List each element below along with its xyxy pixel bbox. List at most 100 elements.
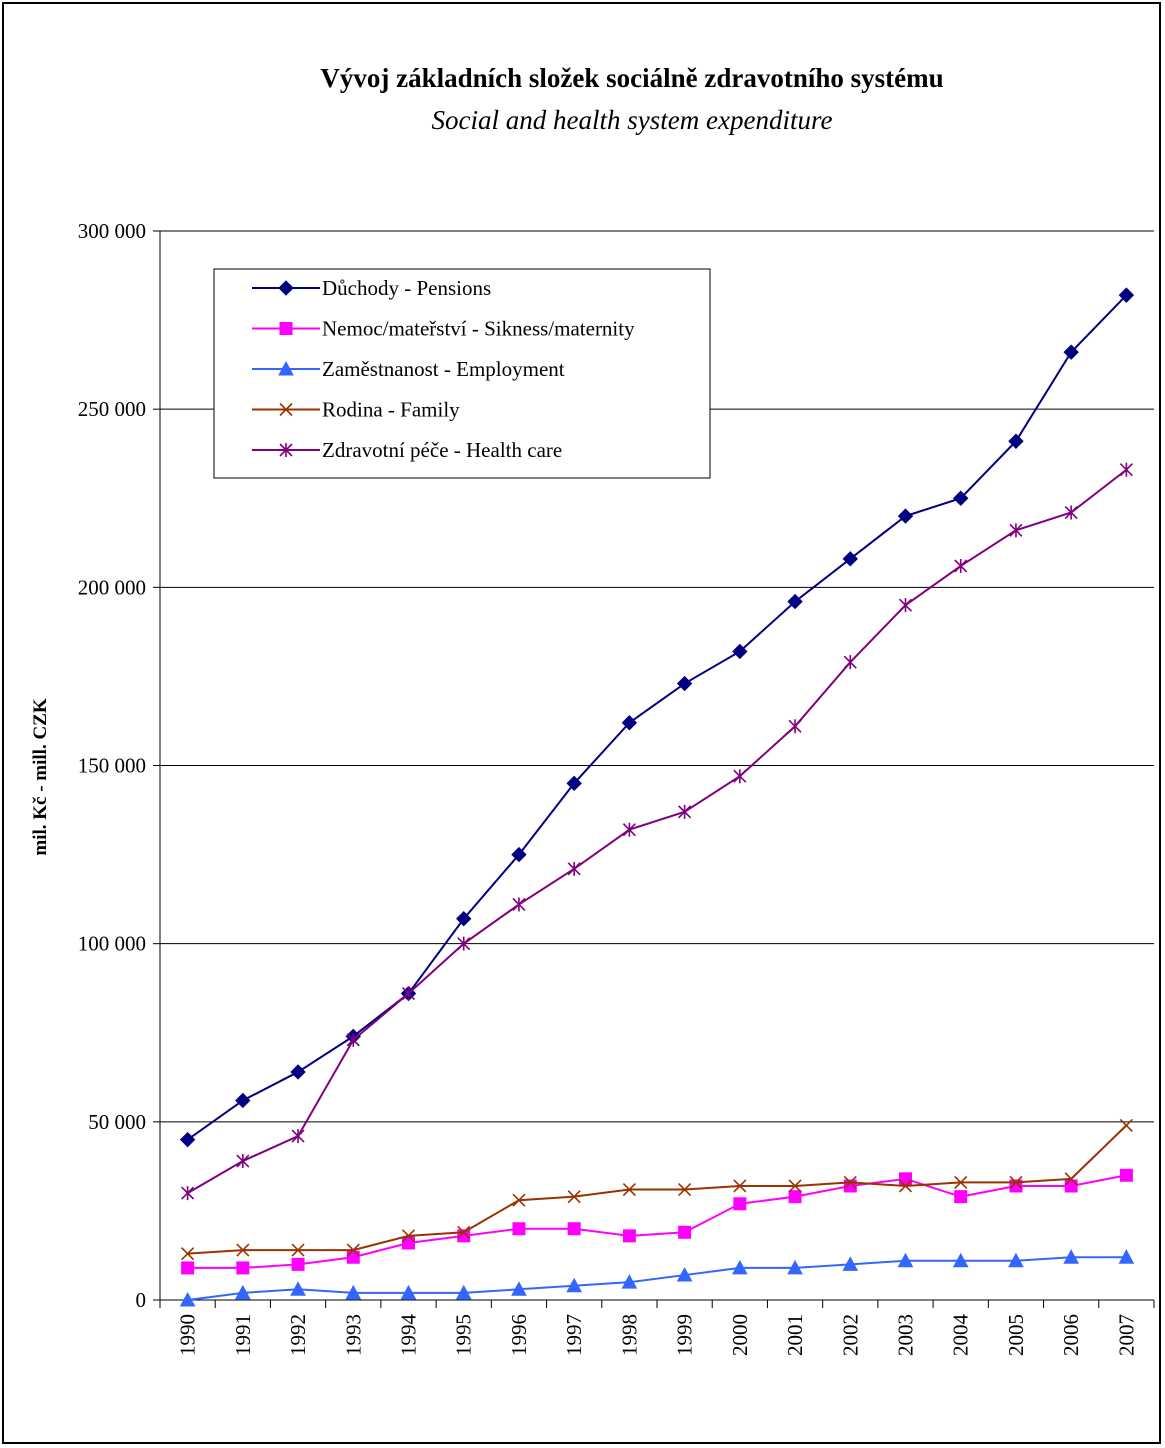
x-tick-label: 1994: [397, 1314, 421, 1357]
data-point: [346, 1032, 360, 1047]
data-point: [567, 1222, 581, 1236]
data-point: [954, 1175, 968, 1189]
data-point: [678, 1225, 692, 1239]
y-tick-label: 50 000: [88, 1110, 146, 1134]
data-point: [236, 1261, 250, 1275]
data-point: [1118, 287, 1135, 303]
data-point: [400, 1284, 417, 1300]
legend-item: Nemoc/mateřství - Sikness/maternity: [252, 317, 635, 341]
data-point: [1064, 1179, 1078, 1193]
data-point: [1119, 1118, 1133, 1132]
x-tick-label: 1998: [617, 1314, 641, 1356]
data-point: [621, 715, 638, 731]
legend-swatch-marker: [279, 443, 293, 457]
data-point: [1008, 1252, 1024, 1268]
data-point: [402, 1236, 415, 1250]
data-point: [787, 593, 803, 610]
data-point: [401, 986, 416, 1001]
data-point: [567, 1190, 581, 1204]
x-tick-label: 1992: [286, 1314, 310, 1356]
data-point: [179, 1291, 196, 1307]
x-tick-label: 1991: [231, 1314, 255, 1356]
series-group: [179, 287, 1135, 1307]
legend-label: Zdravotní péče - Health care: [322, 438, 562, 462]
data-point: [511, 846, 527, 863]
data-point: [1009, 1175, 1023, 1189]
y-tick-label: 0: [136, 1288, 147, 1312]
series-line: [187, 294, 1128, 1141]
x-tick-label: 2002: [838, 1314, 862, 1356]
chart-subtitle: Social and health system expenditure: [432, 105, 833, 135]
data-point: [181, 1247, 195, 1261]
data-point: [788, 1190, 802, 1204]
x-tick-label: 2005: [1004, 1314, 1028, 1356]
data-point: [511, 1281, 527, 1296]
y-tick-label: 100 000: [78, 932, 146, 956]
data-point: [512, 1222, 526, 1236]
x-tick-label: 1995: [452, 1314, 476, 1356]
data-point: [787, 1259, 803, 1275]
series-line: [187, 1124, 1128, 1255]
data-point: [566, 775, 582, 792]
chart-svg: Vývoj základních složek sociálně zdravot…: [30, 63, 1155, 1357]
data-point: [1118, 1249, 1135, 1264]
data-point: [897, 1252, 914, 1268]
data-point: [621, 1274, 638, 1289]
x-tick-label: 1996: [507, 1314, 531, 1356]
data-point: [622, 1182, 636, 1197]
data-point: [676, 675, 693, 692]
series-line: [187, 468, 1128, 1194]
data-point: [401, 1229, 416, 1243]
data-point: [788, 719, 802, 734]
x-tick-label: 2007: [1114, 1314, 1138, 1356]
series-5: [181, 462, 1133, 1201]
x-tick-label: 2003: [894, 1314, 918, 1356]
data-point: [733, 769, 747, 784]
legend-label: Nemoc/mateřství - Sikness/maternity: [322, 317, 635, 341]
data-point: [733, 1179, 747, 1193]
data-point: [676, 1267, 693, 1282]
x-tick-label: 1993: [341, 1314, 365, 1356]
data-point: [732, 643, 748, 660]
data-point: [179, 1131, 196, 1148]
legend-swatch-marker: [278, 360, 294, 376]
data-point: [843, 655, 857, 670]
series-line: [187, 1256, 1127, 1301]
data-point: [566, 1277, 583, 1293]
legend-box: [213, 268, 711, 479]
series-3: [179, 1249, 1135, 1307]
legend: Důchody - Pensions Nemoc/mateřství - Sikn…: [213, 268, 711, 479]
data-point: [290, 1064, 306, 1080]
y-tick-label: 150 000: [78, 754, 146, 778]
data-point: [1119, 1168, 1133, 1182]
legend-swatch-marker: [279, 402, 293, 417]
data-point: [843, 1175, 857, 1189]
data-point: [181, 1261, 195, 1275]
data-point: [457, 1225, 471, 1239]
data-point: [842, 551, 858, 567]
data-point: [234, 1284, 251, 1300]
series-2: [181, 1168, 1133, 1275]
data-point: [456, 911, 472, 927]
legend-label: Důchody - Pensions: [322, 276, 491, 300]
data-point: [1064, 505, 1078, 520]
data-point: [1009, 523, 1023, 538]
x-tick-label: 1997: [562, 1314, 586, 1356]
legend-item: Rodina - Family: [252, 398, 460, 422]
data-point: [622, 1229, 636, 1243]
data-point: [1063, 1249, 1080, 1264]
data-point: [788, 1179, 802, 1193]
legend-item: Zaměstnanost - Employment: [252, 357, 565, 381]
data-point: [952, 1252, 969, 1268]
data-point: [842, 1256, 859, 1271]
data-point: [291, 1243, 305, 1257]
x-tick-label: 2000: [728, 1314, 752, 1356]
y-tick-label: 200 000: [78, 575, 146, 599]
data-point: [898, 1179, 913, 1193]
data-point: [1008, 433, 1024, 449]
data-point: [731, 1259, 748, 1275]
x-tick-label: 2006: [1059, 1314, 1083, 1356]
x-tick-label: 2004: [949, 1314, 973, 1357]
data-point: [1064, 1172, 1078, 1186]
